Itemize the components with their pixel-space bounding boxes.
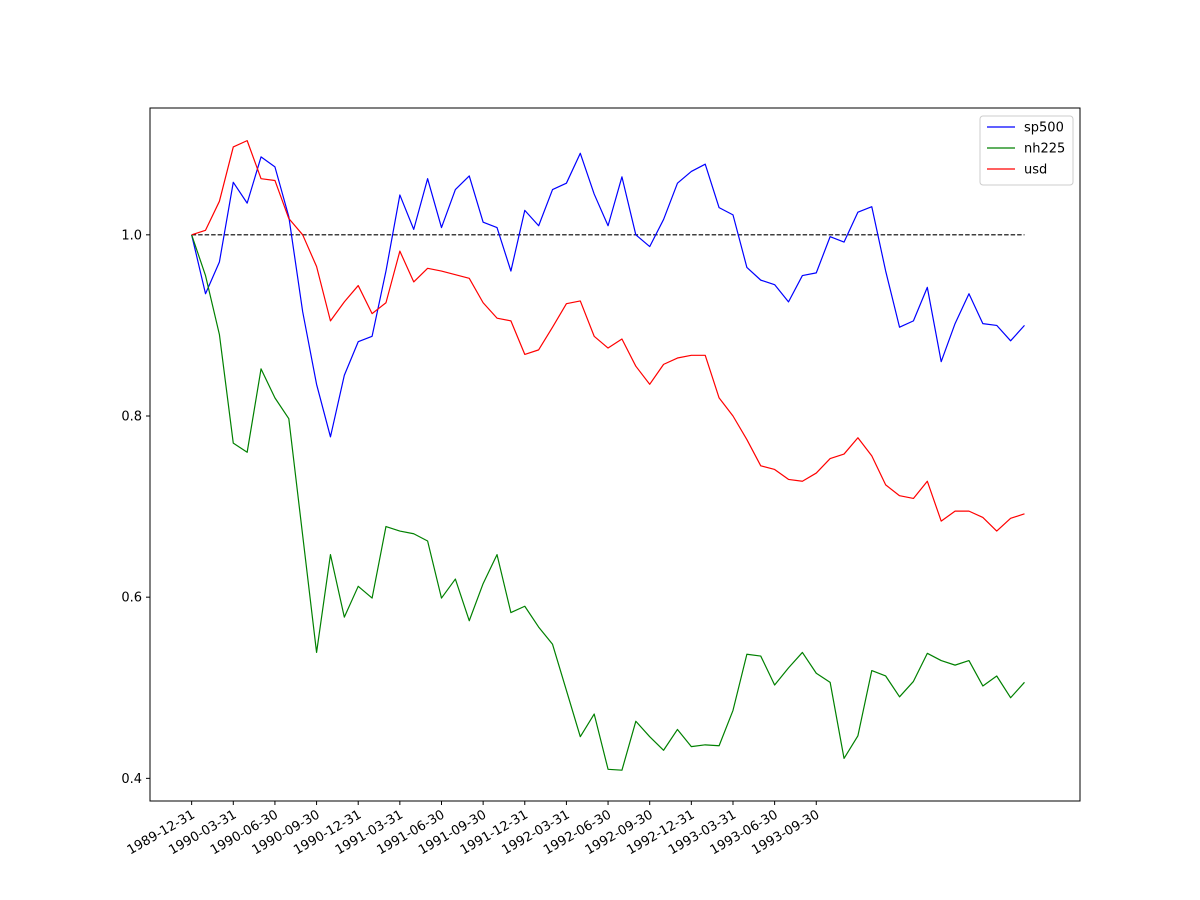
plot-content xyxy=(191,140,1025,771)
y-tick-label: 0.6 xyxy=(121,591,142,606)
y-tick-label: 0.4 xyxy=(121,772,142,787)
plot-frame xyxy=(149,107,1081,802)
legend: sp500 nh225 usd xyxy=(979,115,1074,186)
legend-label-nh225: nh225 xyxy=(1024,142,1065,157)
series-line-nh225 xyxy=(191,234,1025,771)
y-axis: 0.4 0.6 0.8 1.0 xyxy=(121,228,150,787)
y-tick-label: 0.8 xyxy=(121,410,142,425)
y-tick-label: 1.0 xyxy=(121,228,142,243)
series-line-sp500 xyxy=(191,152,1025,438)
series-line-usd xyxy=(191,140,1025,532)
legend-label-sp500: sp500 xyxy=(1024,121,1064,136)
legend-box xyxy=(979,115,1074,186)
x-axis: 1989-12-311990-03-311990-06-301990-09-30… xyxy=(125,801,822,858)
legend-label-usd: usd xyxy=(1024,163,1047,178)
